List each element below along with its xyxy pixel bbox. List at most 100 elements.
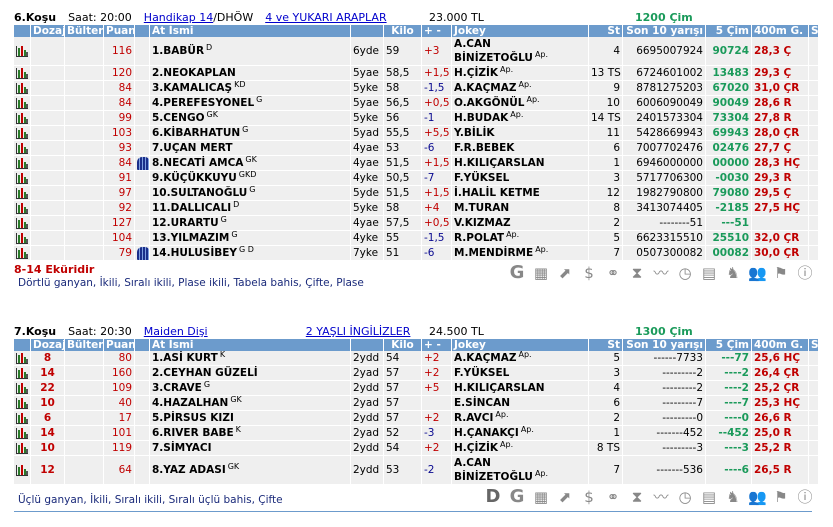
horse-name-cell[interactable]: 1.BABÜR D bbox=[150, 37, 350, 66]
stats-chart-cell[interactable] bbox=[14, 381, 30, 396]
hourglass-icon[interactable]: ⧗ bbox=[631, 264, 643, 282]
horse-head-icon[interactable]: ♞ bbox=[726, 264, 740, 282]
bar-chart-icon[interactable] bbox=[16, 45, 28, 57]
jockey-name[interactable]: İ.HALİL KETME bbox=[454, 187, 540, 199]
stats-chart-cell[interactable] bbox=[14, 96, 30, 111]
horse-name[interactable]: 7.SİMYACI bbox=[152, 442, 212, 454]
stats-chart-cell[interactable] bbox=[14, 126, 30, 141]
horse-name-cell[interactable]: 1.ASİ KURT K bbox=[150, 351, 350, 366]
race-group-link[interactable]: 4 ve YUKARI ARAPLAR bbox=[265, 11, 387, 24]
jockey-name[interactable]: H.KILIÇARSLAN bbox=[454, 382, 545, 394]
horse-name[interactable]: 1.BABÜR bbox=[152, 45, 205, 57]
jockey-cell[interactable]: O.AKGÖNÜL Ap. bbox=[452, 96, 588, 111]
horse-name-cell[interactable]: 2.NEOKAPLAN bbox=[150, 66, 350, 81]
horse-name[interactable]: 4.PEREFESYONEL bbox=[152, 97, 255, 109]
column-header-dozaj[interactable]: Dozaj bbox=[31, 25, 64, 37]
jockey-cell[interactable]: H.ÇİZİK Ap. bbox=[452, 66, 588, 81]
horse-name[interactable]: 9.KÜÇÜKKUYU bbox=[152, 172, 237, 184]
jockey-cell[interactable]: F.R.BEBEK bbox=[452, 141, 588, 156]
trend-arrow-icon[interactable]: ⬈ bbox=[558, 488, 572, 506]
jockey-name[interactable]: H.ÇİZİK bbox=[454, 67, 499, 79]
bar-chart-icon[interactable] bbox=[16, 157, 28, 169]
hourglass-calc-icon[interactable]: ▦ bbox=[533, 264, 549, 282]
horse-name[interactable]: 12.URARTU bbox=[152, 217, 219, 229]
jockey-name[interactable]: A.CAN BİNİZETOĞLU bbox=[454, 38, 533, 64]
bar-chart-icon[interactable] bbox=[16, 187, 28, 199]
jockey-cell[interactable]: A.CAN BİNİZETOĞLU Ap. bbox=[452, 37, 588, 66]
jockey-cell[interactable]: E.SİNCAN bbox=[452, 396, 588, 411]
jockey-flag-icon[interactable]: ⚑ bbox=[774, 488, 788, 506]
jockey-name[interactable]: F.YÜKSEL bbox=[454, 172, 510, 184]
calculator-icon[interactable]: ▤ bbox=[701, 488, 717, 506]
column-header-puan[interactable]: Puan bbox=[104, 339, 134, 351]
horse-name[interactable]: 5.CENGO bbox=[152, 112, 205, 124]
info-icon[interactable]: ⓘ bbox=[797, 488, 813, 506]
jockey-name[interactable]: R.POLAT bbox=[454, 232, 505, 244]
stats-chart-cell[interactable] bbox=[14, 246, 30, 261]
info-icon[interactable]: ⓘ bbox=[797, 264, 813, 282]
stopwatch-icon[interactable]: ◷ bbox=[678, 264, 692, 282]
horse-name-cell[interactable]: 7.UÇAN MERT bbox=[150, 141, 350, 156]
horse-name[interactable]: 5.PİRSUS KIZI bbox=[152, 412, 234, 424]
horse-name[interactable]: 6.RIVER BABE bbox=[152, 427, 234, 439]
horse-name-cell[interactable]: 12.URARTU G bbox=[150, 216, 350, 231]
bar-chart-icon[interactable] bbox=[16, 82, 28, 94]
column-header-st[interactable]: St bbox=[589, 25, 622, 37]
horse-name-cell[interactable]: 5.CENGO GK bbox=[150, 111, 350, 126]
horse-name[interactable]: 13.YILMAZIM bbox=[152, 232, 230, 244]
stats-chart-cell[interactable] bbox=[14, 171, 30, 186]
stats-chart-cell[interactable] bbox=[14, 186, 30, 201]
dollar-icon[interactable]: $ bbox=[584, 264, 594, 282]
horse-head-icon[interactable]: ♞ bbox=[726, 488, 740, 506]
dollar-icon[interactable]: $ bbox=[584, 488, 594, 506]
column-header-jokey[interactable]: Jokey bbox=[452, 339, 588, 351]
jockey-name[interactable]: H.KILIÇARSLAN bbox=[454, 157, 545, 169]
stats-chart-cell[interactable] bbox=[14, 201, 30, 216]
jockey-name[interactable]: A.CAN BİNİZETOĞLU bbox=[454, 457, 533, 483]
line-chart-icon[interactable]: 〰 bbox=[653, 264, 669, 282]
race-type-link[interactable]: Maiden Dişi bbox=[143, 325, 208, 338]
horse-name[interactable]: 11.DALLICALI bbox=[152, 202, 232, 214]
column-header-name[interactable]: At İsmi bbox=[150, 25, 350, 37]
jockey-name[interactable]: M.MENDİRME bbox=[454, 247, 534, 259]
stats-chart-cell[interactable] bbox=[14, 81, 30, 96]
bar-chart-icon[interactable] bbox=[16, 442, 28, 454]
binoculars-icon[interactable]: ⚭ bbox=[606, 264, 620, 282]
stats-chart-cell[interactable] bbox=[14, 351, 30, 366]
jockey-flag-icon[interactable]: ⚑ bbox=[774, 264, 788, 282]
bar-chart-icon[interactable] bbox=[16, 412, 28, 424]
g-letter-icon[interactable]: G bbox=[509, 263, 525, 283]
column-header-cim5[interactable]: 5 Çim bbox=[706, 339, 751, 351]
horse-name-cell[interactable]: 7.SİMYACI bbox=[150, 441, 350, 456]
bar-chart-icon[interactable] bbox=[16, 352, 28, 364]
horse-name[interactable]: 10.SULTANOĞLU bbox=[152, 187, 248, 199]
calculator-icon[interactable]: ▤ bbox=[701, 264, 717, 282]
stats-chart-cell[interactable] bbox=[14, 141, 30, 156]
line-chart-icon[interactable]: 〰 bbox=[653, 488, 669, 506]
column-header-bulten[interactable]: Bülten bbox=[65, 25, 103, 37]
horse-name-cell[interactable]: 8.YAZ ADASI GK bbox=[150, 456, 350, 485]
stats-chart-cell[interactable] bbox=[14, 216, 30, 231]
jockey-cell[interactable]: M.MENDİRME Ap. bbox=[452, 246, 588, 261]
column-header-cim5[interactable]: 5 Çim bbox=[706, 25, 751, 37]
jockey-cell[interactable]: F.YÜKSEL bbox=[452, 366, 588, 381]
horse-name-cell[interactable]: 4.HAZALHAN GK bbox=[150, 396, 350, 411]
horse-name-cell[interactable]: 2.CEYHAN GÜZELİ bbox=[150, 366, 350, 381]
horse-name[interactable]: 2.CEYHAN GÜZELİ bbox=[152, 367, 258, 379]
column-header-jokey[interactable]: Jokey bbox=[452, 25, 588, 37]
jockey-cell[interactable]: Y.BİLİK bbox=[452, 126, 588, 141]
bar-chart-icon[interactable] bbox=[16, 127, 28, 139]
column-header-s[interactable]: S bbox=[809, 339, 818, 351]
bar-chart-icon[interactable] bbox=[16, 67, 28, 79]
bar-chart-icon[interactable] bbox=[16, 397, 28, 409]
horse-name[interactable]: 1.ASİ KURT bbox=[152, 352, 218, 364]
horse-name-cell[interactable]: 5.PİRSUS KIZI bbox=[150, 411, 350, 426]
bar-chart-icon[interactable] bbox=[16, 172, 28, 184]
jockey-cell[interactable]: A.KAÇMAZ Ap. bbox=[452, 351, 588, 366]
jockey-cell[interactable]: F.YÜKSEL bbox=[452, 171, 588, 186]
jockey-cell[interactable]: H.ÇİZİK Ap. bbox=[452, 441, 588, 456]
jockey-cell[interactable]: R.AVCI Ap. bbox=[452, 411, 588, 426]
horse-name[interactable]: 3.CRAVE bbox=[152, 382, 202, 394]
jockey-name[interactable]: H.BUDAK bbox=[454, 112, 509, 124]
stats-chart-cell[interactable] bbox=[14, 396, 30, 411]
